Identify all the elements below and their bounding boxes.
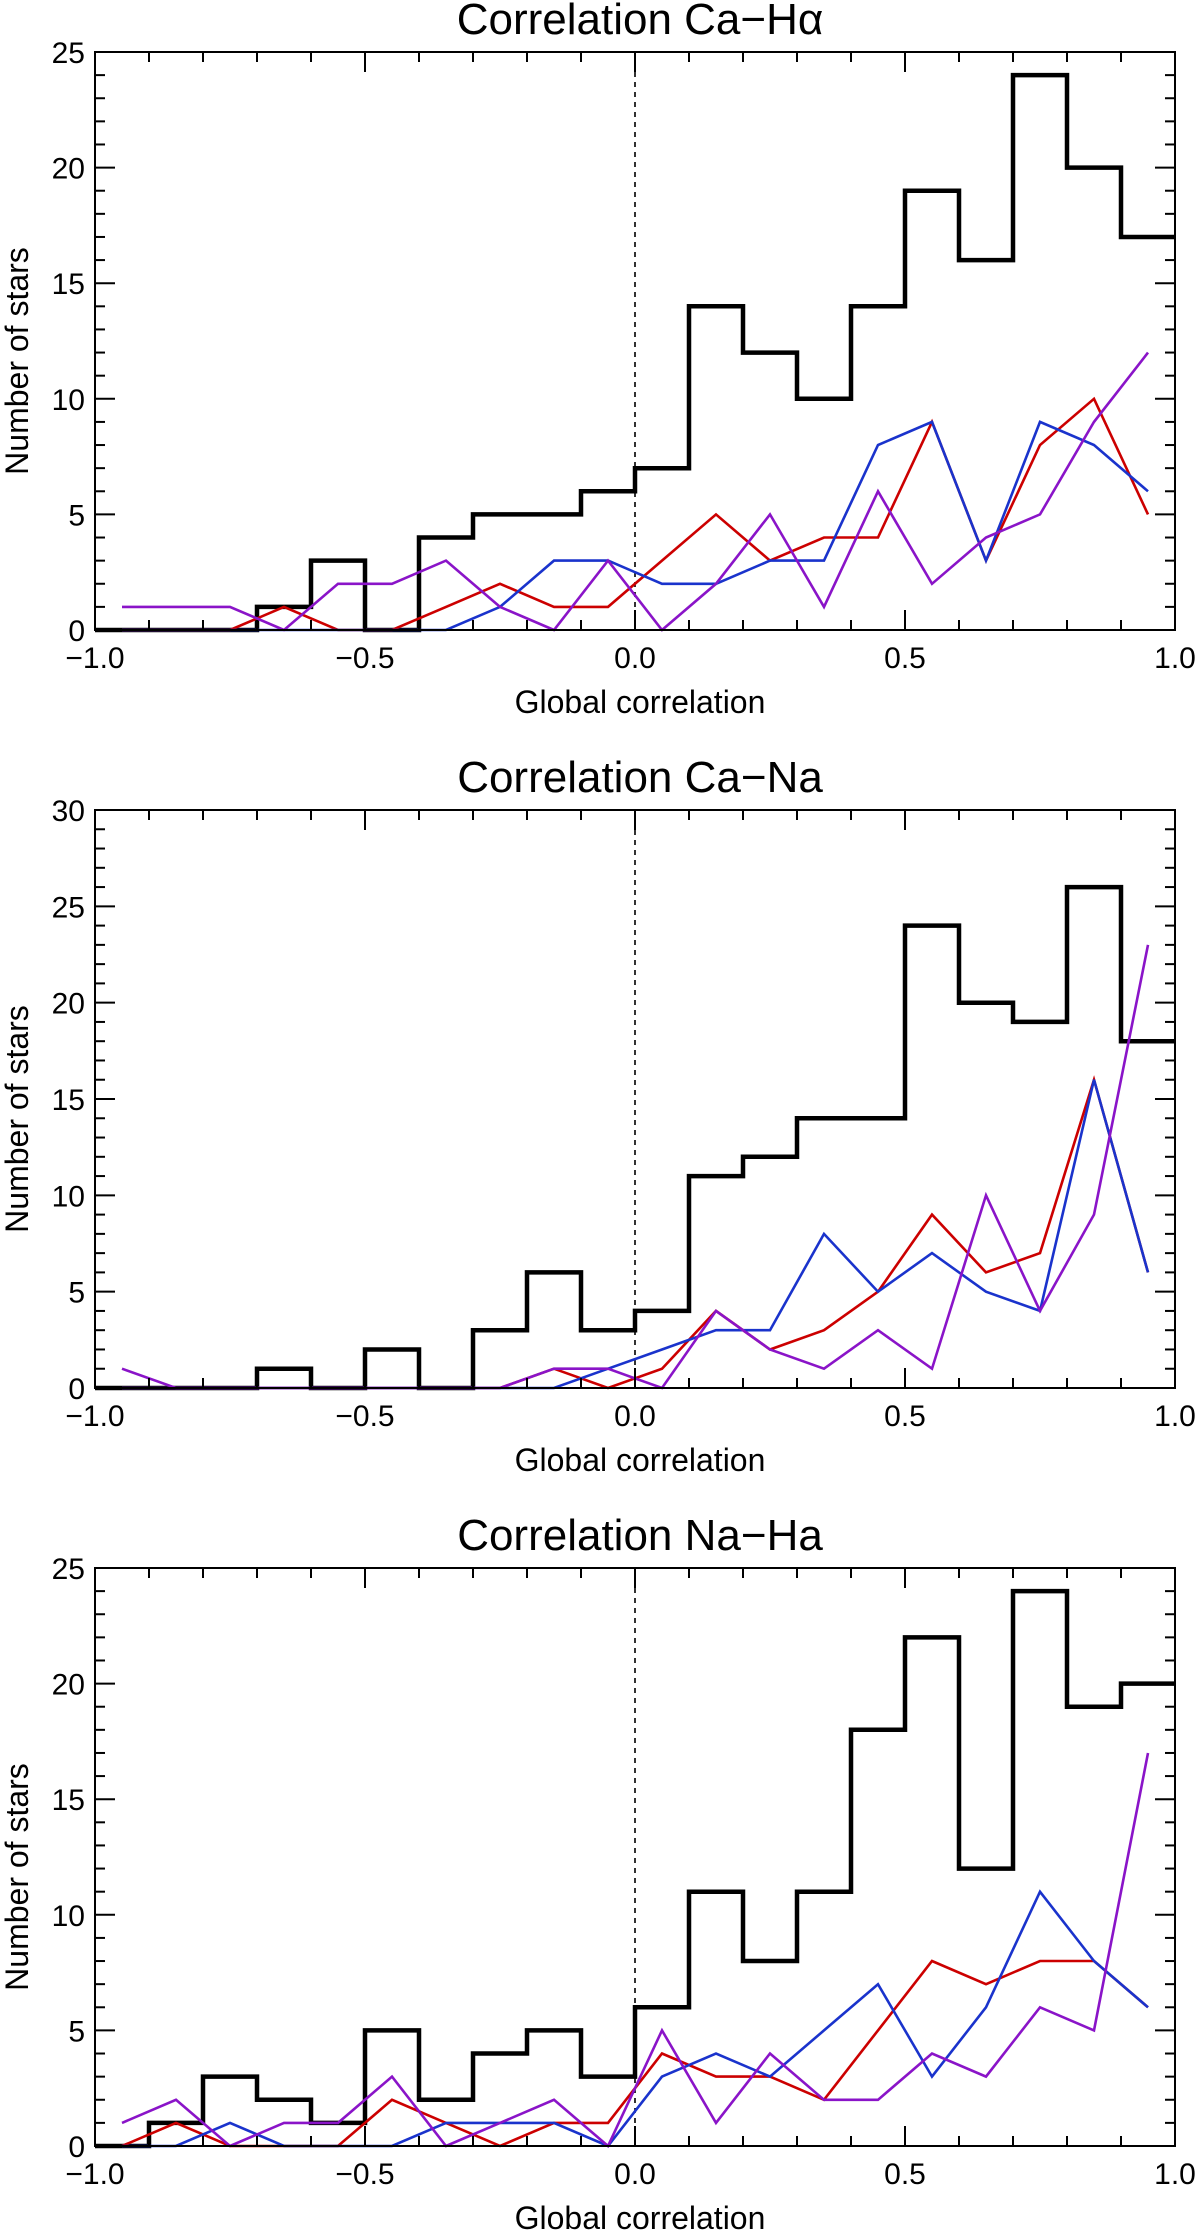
series-line-3 bbox=[121, 1752, 1150, 2149]
y-tick-label: 20 bbox=[52, 153, 85, 186]
y-tick-label: 10 bbox=[52, 384, 85, 417]
x-axis-label: Global correlation bbox=[515, 684, 766, 720]
chart-panel-na-ha: Correlation Na−Ha Global correlation Num… bbox=[0, 1511, 1196, 2231]
y-axis-label: Number of stars bbox=[0, 1763, 35, 1991]
y-tick-label: 10 bbox=[52, 1180, 85, 1213]
series-line-3 bbox=[122, 351, 1150, 632]
y-tick-label: 25 bbox=[52, 37, 85, 70]
y-tick-label: 5 bbox=[68, 499, 85, 532]
y-tick-label: 10 bbox=[52, 1900, 85, 1933]
histogram-series-line bbox=[95, 72, 1175, 633]
y-tick-label: 25 bbox=[52, 1553, 85, 1586]
chart-title: Correlation Na−Ha bbox=[457, 1511, 823, 1560]
y-tick-label: 20 bbox=[52, 988, 85, 1021]
x-tick-label: 0.0 bbox=[614, 642, 656, 675]
x-tick-label: −1.0 bbox=[65, 642, 124, 675]
x-tick-label: 0.0 bbox=[614, 1400, 656, 1433]
x-tick-label: −0.5 bbox=[335, 642, 394, 675]
x-tick-label: 0.5 bbox=[884, 642, 926, 675]
chart-panel-ca-halpha: Correlation Ca−Hα Global correlation Num… bbox=[0, 0, 1196, 720]
y-tick-label: 15 bbox=[52, 1084, 85, 1117]
x-tick-label: −0.5 bbox=[335, 1400, 394, 1433]
x-tick-label: 0.5 bbox=[884, 2158, 926, 2191]
chart-panel-ca-na: Correlation Ca−Na Global correlation Num… bbox=[0, 753, 1196, 1478]
y-axis-label: Number of stars bbox=[0, 247, 35, 475]
x-tick-label: 1.0 bbox=[1154, 2158, 1196, 2191]
y-tick-label: 0 bbox=[68, 1373, 85, 1406]
y-axis-label: Number of stars bbox=[0, 1005, 35, 1233]
chart-title: Correlation Ca−Na bbox=[457, 753, 823, 802]
histogram-series-line bbox=[95, 1588, 1175, 2149]
x-tick-label: 0.0 bbox=[614, 2158, 656, 2191]
y-tick-label: 25 bbox=[52, 891, 85, 924]
chart-title: Correlation Ca−Hα bbox=[457, 0, 824, 44]
x-tick-label: −0.5 bbox=[335, 2158, 394, 2191]
y-tick-label: 20 bbox=[52, 1669, 85, 1702]
y-tick-label: 0 bbox=[68, 615, 85, 648]
y-tick-label: 30 bbox=[52, 795, 85, 828]
x-tick-label: 0.5 bbox=[884, 1400, 926, 1433]
y-tick-label: 0 bbox=[68, 2131, 85, 2164]
x-axis-label: Global correlation bbox=[515, 1442, 766, 1478]
y-tick-label: 15 bbox=[52, 1784, 85, 1817]
y-tick-label: 5 bbox=[68, 2015, 85, 2048]
x-tick-label: 1.0 bbox=[1154, 1400, 1196, 1433]
x-tick-label: −1.0 bbox=[65, 1400, 124, 1433]
y-tick-label: 5 bbox=[68, 1277, 85, 1310]
x-tick-label: −1.0 bbox=[65, 2158, 124, 2191]
y-tick-label: 15 bbox=[52, 268, 85, 301]
x-tick-label: 1.0 bbox=[1154, 642, 1196, 675]
x-axis-label: Global correlation bbox=[515, 2200, 766, 2231]
